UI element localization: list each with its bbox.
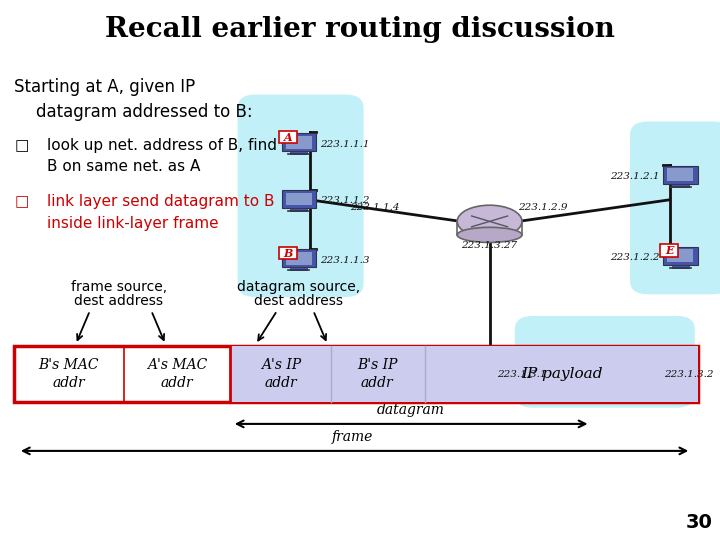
Text: □: □ — [14, 194, 29, 210]
FancyBboxPatch shape — [557, 381, 573, 383]
FancyBboxPatch shape — [282, 133, 316, 151]
Text: B's MAC
addr: B's MAC addr — [38, 359, 99, 389]
Text: 223.1.3.2: 223.1.3.2 — [664, 370, 713, 379]
Text: 223.1.3.1: 223.1.3.1 — [497, 370, 546, 379]
FancyBboxPatch shape — [630, 122, 720, 294]
FancyBboxPatch shape — [282, 190, 316, 208]
FancyBboxPatch shape — [660, 244, 678, 257]
Text: IP payload: IP payload — [521, 367, 603, 381]
Text: look up net. address of B, find: look up net. address of B, find — [47, 138, 276, 153]
Text: frame: frame — [332, 430, 374, 444]
Text: 223.1.1.2: 223.1.1.2 — [320, 196, 369, 205]
Text: datagram source,: datagram source, — [237, 280, 361, 294]
FancyBboxPatch shape — [629, 364, 660, 381]
Text: B: B — [284, 248, 293, 259]
FancyBboxPatch shape — [667, 249, 693, 262]
FancyBboxPatch shape — [663, 247, 698, 265]
FancyBboxPatch shape — [238, 94, 364, 297]
FancyBboxPatch shape — [290, 267, 307, 270]
Text: 223.1.2.9: 223.1.2.9 — [518, 203, 568, 212]
FancyBboxPatch shape — [290, 151, 307, 154]
FancyBboxPatch shape — [286, 252, 312, 265]
FancyBboxPatch shape — [14, 346, 698, 402]
Text: link layer send datagram to B: link layer send datagram to B — [47, 194, 274, 210]
FancyBboxPatch shape — [672, 265, 689, 267]
Text: A: A — [284, 132, 292, 143]
Text: 223.1.2.1: 223.1.2.1 — [610, 172, 660, 181]
FancyBboxPatch shape — [663, 166, 698, 184]
FancyBboxPatch shape — [667, 168, 693, 181]
Text: 223.1.1.3: 223.1.1.3 — [320, 255, 369, 265]
Text: E: E — [666, 245, 674, 256]
Text: 223.1.1.1: 223.1.1.1 — [320, 139, 369, 148]
FancyBboxPatch shape — [636, 381, 652, 383]
Text: 223.1.3.27: 223.1.3.27 — [461, 241, 517, 251]
Text: datagram: datagram — [377, 403, 445, 417]
Text: 30: 30 — [686, 513, 713, 532]
Text: B's IP
addr: B's IP addr — [357, 359, 397, 389]
FancyBboxPatch shape — [279, 247, 297, 260]
Text: A's MAC
addr: A's MAC addr — [147, 359, 207, 389]
Text: dest address: dest address — [74, 294, 163, 308]
FancyBboxPatch shape — [279, 131, 297, 144]
Ellipse shape — [457, 227, 522, 242]
Text: frame source,: frame source, — [71, 280, 167, 294]
FancyBboxPatch shape — [282, 249, 316, 267]
Text: Recall earlier routing discussion: Recall earlier routing discussion — [105, 16, 615, 43]
Text: A's IP
addr: A's IP addr — [261, 359, 301, 389]
FancyBboxPatch shape — [549, 364, 581, 381]
FancyBboxPatch shape — [286, 193, 312, 205]
FancyBboxPatch shape — [286, 136, 312, 149]
Text: 223.1.2.2: 223.1.2.2 — [610, 253, 660, 262]
Text: inside link-layer frame: inside link-layer frame — [47, 216, 218, 231]
Text: 223.1.1.4: 223.1.1.4 — [350, 203, 400, 212]
Text: Starting at A, given IP: Starting at A, given IP — [14, 78, 196, 96]
Ellipse shape — [457, 205, 522, 238]
FancyBboxPatch shape — [633, 367, 656, 379]
FancyBboxPatch shape — [290, 208, 307, 211]
Text: datagram addressed to B:: datagram addressed to B: — [36, 103, 253, 120]
FancyBboxPatch shape — [554, 367, 577, 379]
Text: □: □ — [14, 138, 29, 153]
FancyBboxPatch shape — [515, 316, 695, 408]
Text: dest address: dest address — [254, 294, 343, 308]
FancyBboxPatch shape — [230, 346, 698, 402]
FancyBboxPatch shape — [672, 184, 689, 186]
Text: B on same net. as A: B on same net. as A — [47, 159, 200, 174]
